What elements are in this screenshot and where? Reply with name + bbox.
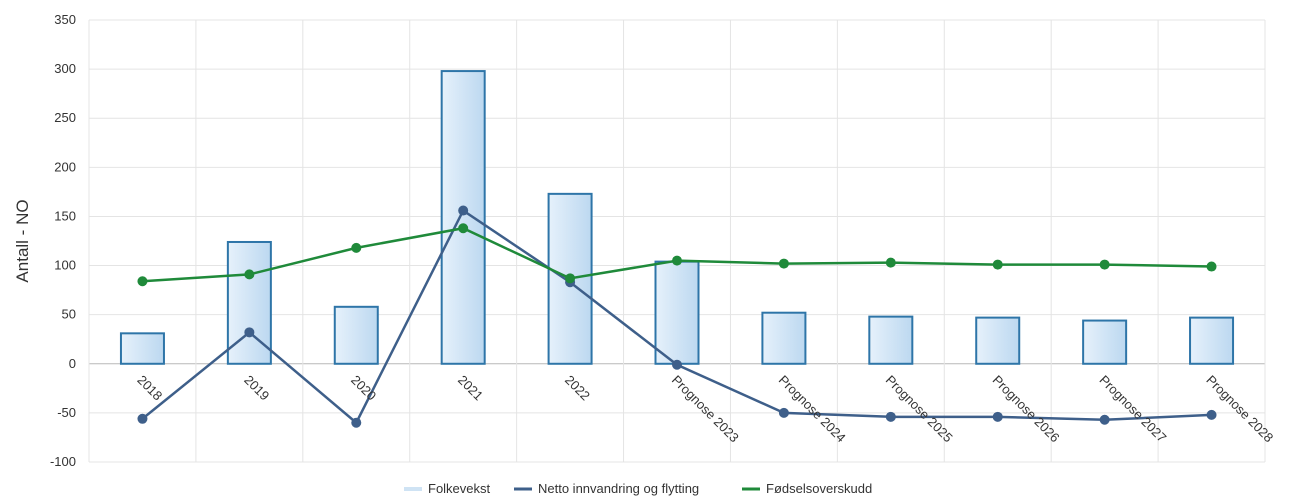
point-fodselsoverskudd <box>1099 259 1110 270</box>
y-tick-label: 150 <box>54 208 76 223</box>
x-tick-label: 2020 <box>348 372 379 403</box>
bar-folkevekst <box>440 70 486 365</box>
point-netto-innvandring <box>458 205 469 216</box>
point-netto-innvandring <box>672 359 682 370</box>
bar-series <box>119 70 1235 365</box>
point-netto-innvandring <box>885 411 896 422</box>
y-axis: -100 -50 0 50 100 150 200 250 300 350 <box>50 12 76 469</box>
point-netto-innvandring <box>992 411 1003 422</box>
y-tick-label: 350 <box>54 12 76 27</box>
x-tick-label: 2021 <box>455 372 486 403</box>
legend-label: Netto innvandring og flytting <box>538 481 699 496</box>
point-netto-innvandring <box>778 407 789 418</box>
point-fodselsoverskudd <box>992 259 1003 270</box>
bar-folkevekst <box>119 332 165 365</box>
y-tick-label: 0 <box>69 356 76 371</box>
point-netto-innvandring <box>1206 409 1217 420</box>
y-tick-label: -50 <box>57 405 76 420</box>
x-tick-label: 2018 <box>134 372 165 403</box>
y-axis-title: Antall - NO <box>13 199 32 282</box>
point-fodselsoverskudd <box>458 223 469 234</box>
point-netto-innvandring <box>137 413 148 424</box>
y-tick-label: 200 <box>54 159 76 174</box>
bar-folkevekst <box>333 305 379 365</box>
legend-label: Folkevekst <box>428 481 491 496</box>
point-fodselsoverskudd <box>244 269 255 280</box>
bar-folkevekst <box>547 192 593 365</box>
point-fodselsoverskudd <box>565 273 576 284</box>
bar-folkevekst <box>975 316 1021 365</box>
point-netto-innvandring <box>1099 414 1110 425</box>
point-netto-innvandring <box>244 327 255 338</box>
bar-folkevekst <box>1082 319 1128 365</box>
legend-label: Fødselsoverskudd <box>766 481 872 496</box>
point-fodselsoverskudd <box>1206 261 1217 272</box>
x-tick-label: 2019 <box>241 372 272 403</box>
x-axis: 2018 2019 2020 2021 2022 Prognose 2023 Prognos… <box>134 372 1276 445</box>
point-fodselsoverskudd <box>885 257 896 268</box>
y-tick-label: 250 <box>54 110 76 125</box>
y-tick-label: 100 <box>54 258 76 273</box>
point-fodselsoverskudd <box>137 276 148 287</box>
point-fodselsoverskudd <box>672 255 682 266</box>
point-fodselsoverskudd <box>778 258 789 269</box>
y-tick-label: 50 <box>62 307 76 322</box>
point-fodselsoverskudd <box>351 242 362 253</box>
y-tick-label: 300 <box>54 61 76 76</box>
bar-folkevekst <box>1189 316 1235 365</box>
bar-folkevekst <box>654 260 700 365</box>
point-netto-innvandring <box>351 417 362 428</box>
x-tick-label: 2022 <box>562 372 593 403</box>
bar-folkevekst <box>868 315 914 365</box>
bar-folkevekst <box>761 311 807 365</box>
legend: Folkevekst Netto innvandring og flytting F… <box>404 481 872 496</box>
y-tick-label: -100 <box>50 454 76 469</box>
line-series <box>137 205 1217 428</box>
